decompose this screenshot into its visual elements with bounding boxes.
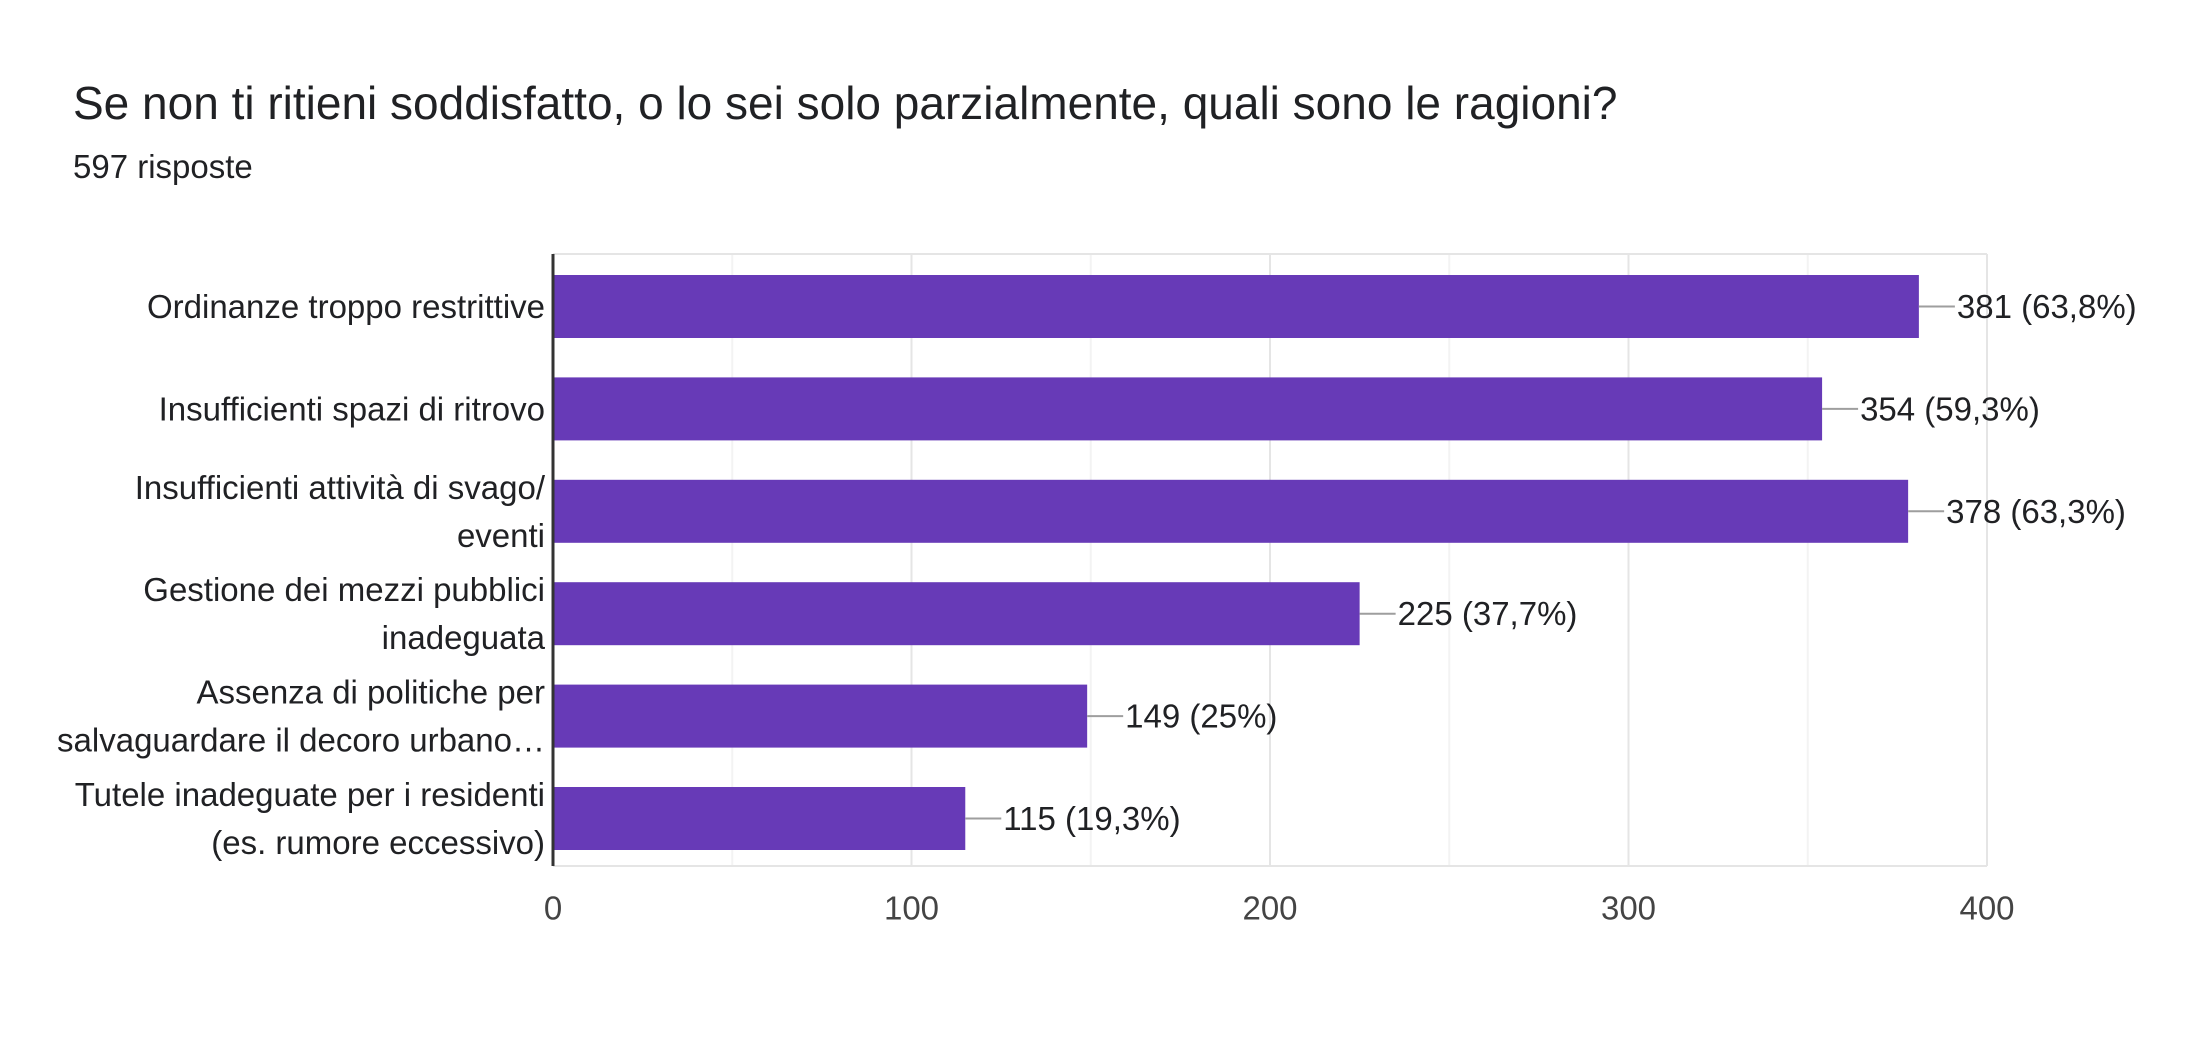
x-tick-label: 400 bbox=[1959, 890, 2014, 927]
bar[interactable] bbox=[553, 479, 1909, 543]
data-label: 225 (37,7%) bbox=[1398, 595, 1578, 632]
category-label: Tutele inadeguate per i residenti (es. ru… bbox=[75, 776, 545, 861]
labels: 381 (63,8%) Ordinanze troppo restrittive 3… bbox=[57, 288, 2137, 927]
category-label: Assenza di politiche per salvaguardare il… bbox=[57, 674, 545, 759]
category-label-line: Insufficienti spazi di ritrovo bbox=[159, 390, 545, 427]
bars bbox=[553, 275, 1955, 850]
category-label-line: inadeguata bbox=[382, 619, 546, 656]
category-label-line: Assenza di politiche per bbox=[196, 674, 545, 711]
x-tick-label: 0 bbox=[544, 890, 562, 927]
category-label-line: Tutele inadeguate per i residenti bbox=[75, 776, 545, 813]
bar[interactable] bbox=[553, 275, 1919, 338]
data-label: 115 (19,3%) bbox=[1003, 800, 1180, 837]
x-tick-label: 100 bbox=[884, 890, 939, 927]
bar[interactable] bbox=[553, 582, 1360, 646]
gridlines bbox=[553, 253, 1988, 867]
category-label: Insufficienti attività di svago/eventi bbox=[135, 469, 546, 554]
x-tick-label: 200 bbox=[1242, 890, 1297, 927]
data-label: 378 (63,3%) bbox=[1946, 493, 2126, 530]
category-label-line: Gestione dei mezzi pubblici bbox=[143, 571, 545, 608]
question-title: Se non ti ritieni soddisfatto, o lo sei … bbox=[73, 77, 1618, 129]
response-count: 597 risposte bbox=[73, 148, 253, 185]
category-label-line: Ordinanze troppo restrittive bbox=[147, 288, 545, 325]
category-label: Ordinanze troppo restrittive bbox=[147, 288, 545, 325]
category-label-line: Insufficienti attività di svago/ bbox=[135, 469, 546, 506]
bar[interactable] bbox=[553, 787, 966, 850]
category-label-line: salvaguardare il decoro urbano… bbox=[57, 722, 545, 759]
category-label: Insufficienti spazi di ritrovo bbox=[159, 390, 545, 427]
category-label-line: (es. rumore eccessivo) bbox=[211, 824, 545, 861]
x-tick-label: 300 bbox=[1601, 890, 1656, 927]
bar[interactable] bbox=[553, 377, 1823, 441]
data-label: 381 (63,8%) bbox=[1957, 288, 2137, 325]
data-label: 149 (25%) bbox=[1125, 698, 1277, 735]
category-label: Gestione dei mezzi pubblici inadeguata bbox=[143, 571, 545, 656]
data-label: 354 (59,3%) bbox=[1860, 390, 2040, 427]
category-label-line: eventi bbox=[457, 517, 545, 554]
bar[interactable] bbox=[553, 684, 1088, 748]
